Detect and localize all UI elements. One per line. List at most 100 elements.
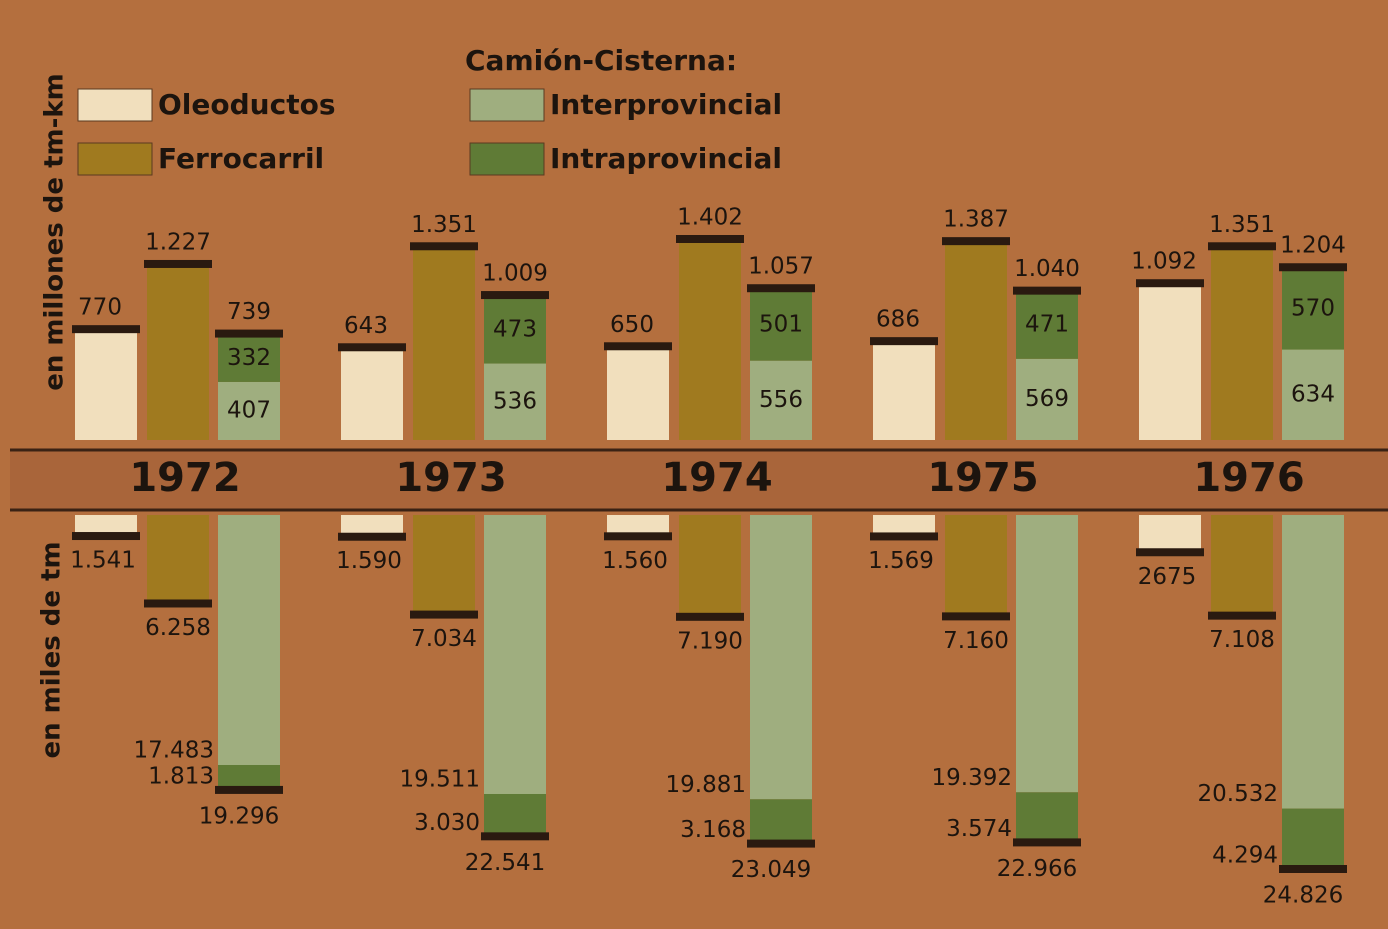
data-label: 4.294 <box>1212 843 1278 869</box>
bar-cap <box>1208 242 1276 251</box>
y-axis-label: en millones de tm-km <box>40 73 70 391</box>
bar-cap <box>215 785 283 794</box>
bar <box>873 515 935 538</box>
data-label: 24.826 <box>1263 883 1343 909</box>
legend-title: Camión-Cisterna: <box>465 44 737 77</box>
bar-cap <box>942 237 1010 246</box>
legend-label: Intraprovincial <box>550 142 782 175</box>
data-label: 1.541 <box>70 548 136 574</box>
bar-segment <box>1016 291 1078 359</box>
bar-cap <box>1136 279 1204 288</box>
bar <box>679 515 741 618</box>
bar-cap <box>410 242 478 251</box>
bar-segment <box>750 360 812 440</box>
bar-cap <box>410 610 478 619</box>
bar-cap <box>72 532 140 541</box>
data-label: 1.204 <box>1280 233 1346 259</box>
year-band <box>10 450 1388 510</box>
bar-cap <box>1279 865 1347 873</box>
bar <box>945 242 1007 440</box>
data-label: 1.402 <box>677 205 743 231</box>
data-label: 3.574 <box>946 816 1012 842</box>
bar <box>413 247 475 440</box>
bar-cap <box>1208 611 1276 620</box>
bar-cap <box>1279 263 1347 272</box>
bar-segment <box>218 381 280 440</box>
data-label: 20.532 <box>1198 781 1278 807</box>
bar-cap <box>144 599 212 608</box>
data-label: 19.296 <box>199 803 279 829</box>
bar <box>1211 515 1273 617</box>
bar-segment <box>218 334 280 382</box>
data-label: 19.392 <box>932 765 1012 791</box>
data-label: 332 <box>227 345 271 371</box>
data-label: 570 <box>1291 295 1335 321</box>
data-label: 7.108 <box>1209 627 1275 653</box>
bar <box>1139 515 1201 554</box>
legend-label: Ferrocarril <box>158 142 324 175</box>
data-label: 1.569 <box>868 548 934 574</box>
bar-cap <box>481 832 549 841</box>
data-label: 1.813 <box>148 763 214 789</box>
bar-cap <box>604 532 672 541</box>
bar-segment <box>1282 515 1344 809</box>
data-label: 473 <box>493 316 537 342</box>
bar <box>75 330 137 440</box>
bar-segment <box>484 515 546 794</box>
bar <box>679 240 741 440</box>
bar <box>1139 284 1201 440</box>
bar-segment <box>1282 268 1344 350</box>
legend-swatch <box>77 88 153 122</box>
x-tick-label: 1975 <box>927 455 1038 501</box>
data-label: 1.351 <box>411 212 477 238</box>
x-tick-label: 1974 <box>661 455 772 501</box>
bar <box>341 515 403 538</box>
data-label: 1.057 <box>748 254 814 280</box>
bar-segment <box>750 289 812 361</box>
data-label: 569 <box>1025 386 1069 412</box>
bar <box>1211 247 1273 440</box>
bar-cap <box>338 343 406 352</box>
data-label: 1.009 <box>482 261 548 287</box>
bar <box>75 515 137 538</box>
bar-segment <box>750 799 812 845</box>
bar-cap <box>215 329 283 338</box>
x-tick-label: 1976 <box>1193 455 1304 501</box>
bar-cap <box>604 342 672 351</box>
bar-cap <box>481 291 549 300</box>
bar <box>413 515 475 616</box>
bar <box>341 348 403 440</box>
bar-cap <box>870 532 938 541</box>
data-label: 22.541 <box>465 850 545 876</box>
bar <box>873 342 935 440</box>
data-label: 7.190 <box>677 628 743 654</box>
bar-segment <box>1016 358 1078 440</box>
data-label: 739 <box>227 299 271 325</box>
data-label: 536 <box>493 388 537 414</box>
bar-cap <box>338 532 406 541</box>
data-label: 2675 <box>1138 564 1197 590</box>
data-label: 7.160 <box>943 628 1009 654</box>
y-axis-label: en miles de tm <box>37 541 67 758</box>
data-label: 501 <box>759 311 803 337</box>
bar-segment <box>484 793 546 838</box>
legend-label: Interprovincial <box>550 88 782 121</box>
data-label: 3.168 <box>680 817 746 843</box>
bar-segment <box>1282 349 1344 440</box>
bar-cap <box>144 259 212 268</box>
bar-segment <box>1282 808 1344 870</box>
data-label: 19.881 <box>666 772 746 798</box>
legend-swatch <box>77 142 153 176</box>
data-label: 1.387 <box>943 207 1009 233</box>
bar-segment <box>750 515 812 800</box>
bar <box>147 264 209 440</box>
data-label: 407 <box>227 397 271 423</box>
data-label: 22.966 <box>997 856 1077 882</box>
legend-swatch <box>469 88 545 122</box>
data-label: 643 <box>344 313 388 339</box>
legend-label: Oleoductos <box>158 88 336 121</box>
data-label: 17.483 <box>134 737 214 763</box>
bar <box>607 347 669 440</box>
bar-cap <box>942 612 1010 621</box>
